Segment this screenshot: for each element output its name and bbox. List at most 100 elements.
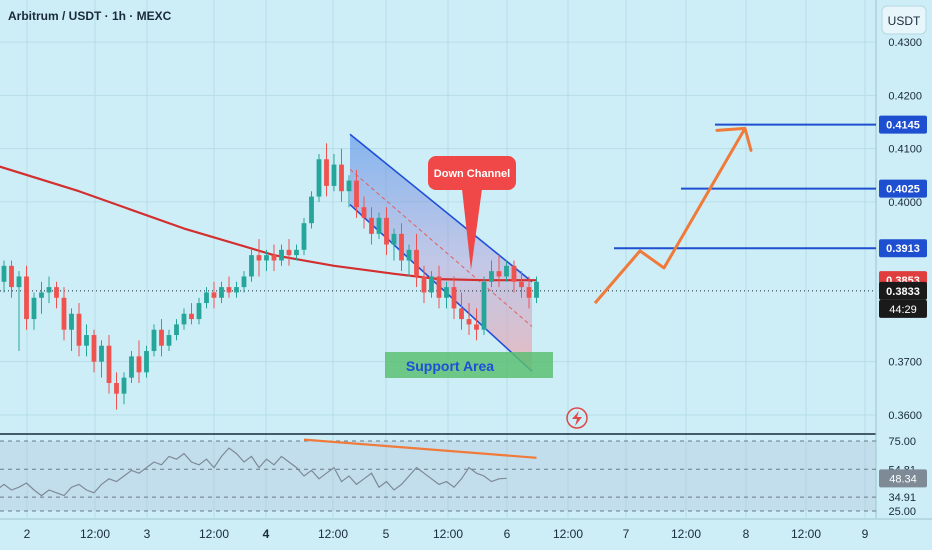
candle-up [241,271,247,293]
candle-up [196,297,202,325]
candle-body [324,159,329,186]
lightning-icon[interactable] [566,407,588,429]
price-badge-label: 0.3913 [886,243,920,255]
candle-body [316,159,322,197]
rsi-tick-label: 34.91 [888,492,916,504]
candle-body [414,249,419,277]
time-tick-label: 3 [144,527,151,541]
price-tick-label: 0.3600 [888,410,922,422]
rsi-tick-label: 25.00 [888,506,916,518]
candle-up [301,217,307,256]
candle-down [451,276,457,320]
candle-body [249,255,254,277]
candle-up [489,260,494,288]
candle-down [24,265,29,330]
price-axis-background [877,0,932,518]
candle-body [121,377,127,394]
price-tick-label: 0.4100 [888,144,922,156]
candle-body [421,276,427,293]
price-tick-label: 0.4000 [888,197,922,209]
candle-down [421,265,427,304]
candle-up [279,244,284,266]
candle-body [384,217,389,245]
candle-body [84,335,89,346]
down-channel-fill [350,134,532,372]
candle-body [91,335,97,362]
candle-body [399,233,404,261]
candle-up [174,319,179,341]
candle-body [279,249,284,261]
candle-down [324,143,329,197]
support-area[interactable]: Support Area [385,352,553,378]
chart-title: Arbitrum / USDT · 1h · MEXC [8,9,172,23]
projection-arrow [593,127,747,305]
candle-up [309,191,314,229]
candle-down [511,260,517,293]
candle-up [84,324,89,357]
candle-body [331,164,337,186]
candle-body [511,265,517,282]
time-tick-label: 12:00 [80,527,110,541]
candle-body [256,255,262,261]
candle-body [474,324,479,330]
candle-body [346,180,352,192]
candle-down [339,148,344,202]
candle-down [369,207,374,245]
candle-up [331,153,337,192]
down-channel-callout[interactable]: Down Channel [428,156,516,270]
price-badge-label: 0.3833 [886,286,920,298]
candle-body [166,335,172,346]
candle-body [24,276,29,320]
candle-body [481,281,487,330]
candle-down [286,239,292,266]
currency-button[interactable]: USDT [881,5,927,35]
candle-body [271,255,277,261]
candle-body [436,276,442,298]
candle-up [234,281,239,298]
price-badge [879,281,927,300]
candle-up [121,372,127,405]
candle-down [211,281,217,309]
moving-average [0,165,537,282]
price-axis[interactable]: 0.4300 0.4200 0.4100 0.4000 0.3700 0.3600 0.41… [877,0,932,518]
price-tick-label: 0.4200 [888,90,922,102]
candle-down [459,292,464,330]
price-badge-label: 0.4145 [886,120,920,132]
time-tick-label: 12:00 [553,527,583,541]
candle-body [264,255,269,261]
down-channel-label: Down Channel [434,168,510,180]
candle-body [61,297,67,330]
candle-up [534,276,539,304]
time-tick-label: 12:00 [199,527,229,541]
candle-down [354,169,359,218]
time-axis[interactable]: 2 12:00 3 12:00 4 12:00 5 12:00 6 12:00 7 12:00 8 12:… [24,527,869,541]
candle-down [361,196,367,229]
candle-body [354,180,359,208]
rsi-current-label: 48.34 [889,473,917,485]
candle-body [136,356,142,373]
time-tick-label: 2 [24,527,31,541]
candle-up [39,281,44,314]
candle-down [136,340,142,383]
candle-down [436,265,442,309]
time-tick-label: 7 [623,527,630,541]
candle-body [69,313,74,330]
candle-body [196,303,202,320]
candle-up [99,340,104,378]
candle-body [286,249,292,256]
price-badge [879,239,927,258]
candle-body [189,313,194,320]
candle-down [414,233,419,288]
candle-body [9,265,14,288]
candle-body [204,292,209,304]
candle-body [234,287,239,293]
rsi-pane [0,438,876,512]
candle-body [114,382,119,394]
candle-body [301,223,307,250]
countdown-label: 44:29 [889,304,917,316]
currency-label: USDT [888,14,921,28]
candle-up [264,249,269,272]
candle-up [504,260,509,282]
